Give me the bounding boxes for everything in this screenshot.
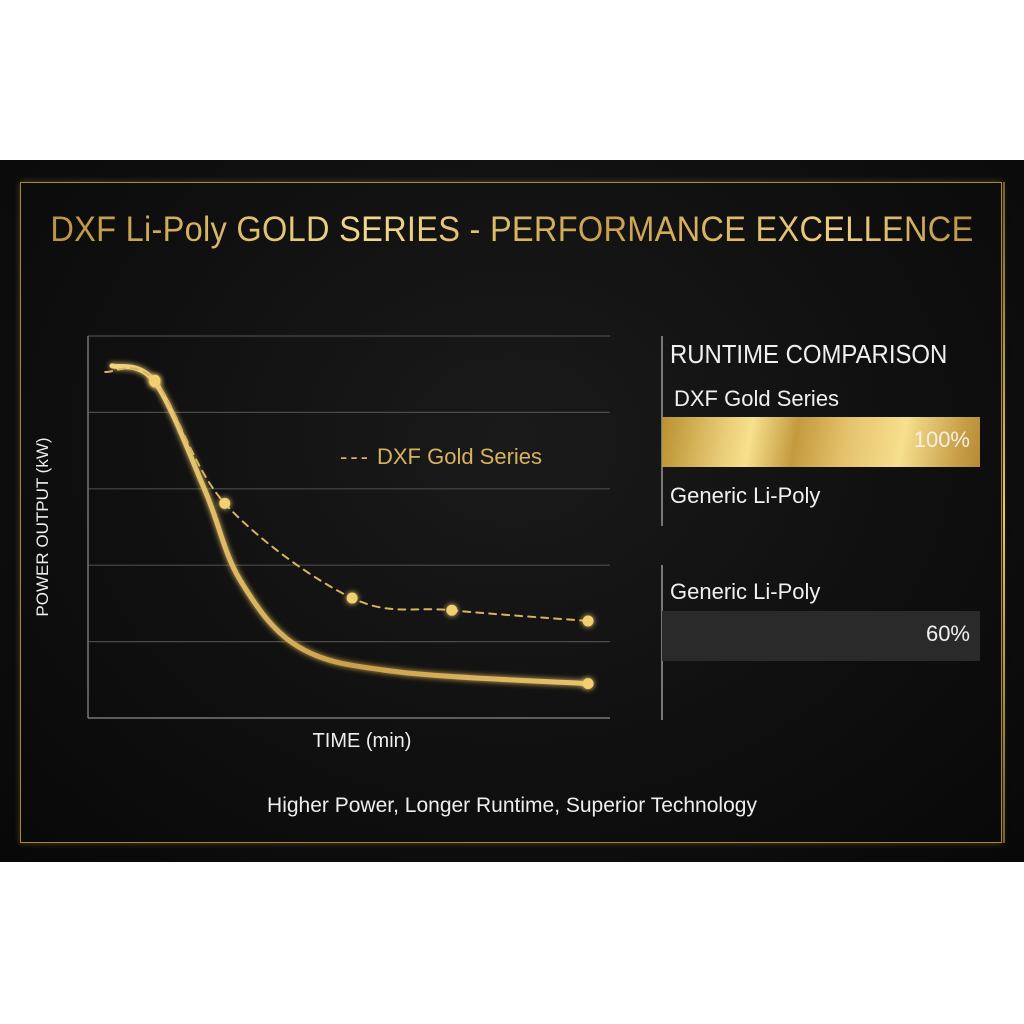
bar-generic: 60% [662, 611, 980, 661]
y-axis-label: POWER OUTPUT (kW) [33, 437, 52, 617]
data-point [582, 615, 594, 627]
background-panel [0, 160, 1024, 862]
tagline: Higher Power, Longer Runtime, Superior T… [267, 794, 757, 817]
bar-value-generic: 60% [925, 621, 970, 646]
bar-dxf: 100% [662, 417, 980, 467]
data-point [346, 592, 358, 604]
gold-accent-line [1003, 182, 1005, 843]
dashed-line-swatch: --- [340, 444, 371, 469]
data-point [446, 604, 458, 616]
page-title: DXF Li-Poly GOLD SERIES - PERFORMANCE EX… [36, 210, 988, 250]
bar-label-generic-top: Generic Li-Poly [670, 483, 821, 508]
bar-label-generic: Generic Li-Poly [670, 579, 821, 604]
solid-series-line [109, 363, 591, 687]
dashed-series-line [104, 367, 590, 622]
legend-label: DXF Gold Series [376, 444, 543, 469]
data-point [219, 497, 231, 509]
runtime-title: RUNTIME COMPARISON [670, 339, 948, 369]
legend-entry: --- DXF Gold Series [340, 444, 542, 470]
data-point [582, 678, 594, 690]
gold-frame [20, 182, 1002, 843]
x-axis-label: TIME (min) [312, 730, 412, 752]
bar-value-dxf: 100% [913, 427, 970, 452]
bar-label-dxf: DXF Gold Series [674, 386, 840, 411]
data-point [149, 374, 161, 386]
